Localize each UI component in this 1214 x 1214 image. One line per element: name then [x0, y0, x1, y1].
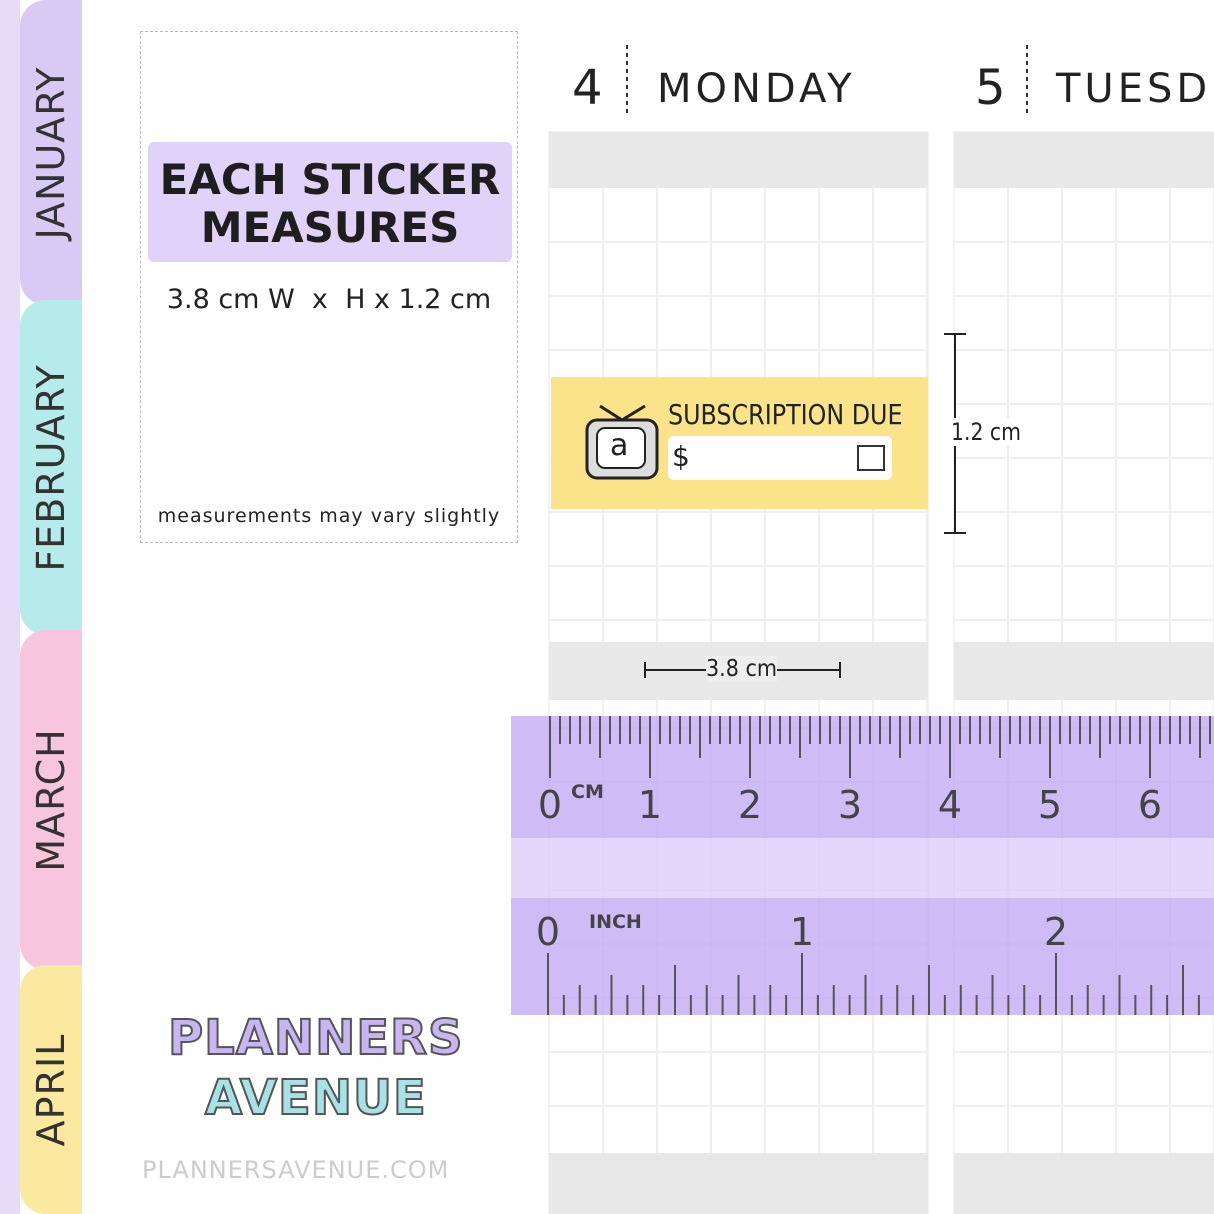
- tab[interactable]: MARCH: [20, 630, 82, 970]
- ruler-middle: [511, 838, 1214, 898]
- inch-label: 0: [536, 910, 560, 954]
- sticker-field: [668, 436, 892, 480]
- info-title: EACH STICKER MEASURES: [148, 142, 512, 262]
- grey-band: [549, 1153, 928, 1214]
- tab[interactable]: JANUARY: [20, 0, 82, 305]
- grey-band: [954, 642, 1214, 700]
- info-box: EACH STICKER MEASURES 3.8 cm W x H x 1.2 …: [140, 31, 518, 543]
- tv-screen: [596, 427, 646, 469]
- sticker-title: SUBSCRIPTION DUE: [668, 398, 903, 431]
- day-name: MONDAY: [657, 66, 856, 112]
- size-text: 3.8 cm W x H x 1.2 cm: [166, 284, 492, 315]
- height-label: 1.2 cm: [951, 418, 1022, 446]
- day-number: 4: [572, 60, 603, 116]
- tab[interactable]: APRIL: [20, 965, 82, 1214]
- width-label: 3.8 cm: [706, 656, 778, 682]
- logo-line: AVENUE: [204, 1069, 427, 1127]
- sticker-currency: $: [672, 440, 690, 473]
- cm-label: 4: [938, 783, 962, 827]
- cm-label: 1: [638, 783, 662, 827]
- cm-label: 0: [538, 783, 562, 827]
- note: measurements may vary slightly: [157, 505, 501, 527]
- checkbox: [857, 445, 885, 471]
- cm-label: 2: [738, 783, 762, 827]
- cm-unit: CM: [571, 781, 604, 803]
- cm-label: 5: [1038, 783, 1062, 827]
- logo-line: PLANNERS: [167, 1009, 464, 1067]
- grey-band: [549, 132, 928, 188]
- inch-label: 2: [1044, 910, 1068, 954]
- spine: [0, 0, 20, 1214]
- title-line: EACH STICKER: [159, 155, 501, 204]
- icon-letter: a: [610, 428, 629, 463]
- day-name: TUESD: [1056, 66, 1212, 112]
- day-number: 5: [975, 60, 1006, 116]
- title-line: MEASURES: [200, 203, 460, 252]
- inch-label: 1: [790, 910, 814, 954]
- tab[interactable]: FEBRUARY: [20, 300, 82, 635]
- inch-unit: INCH: [589, 911, 642, 933]
- grey-band: [954, 132, 1214, 188]
- grey-band: [954, 1153, 1214, 1214]
- cm-label: 3: [838, 783, 862, 827]
- cm-label: 6: [1138, 783, 1162, 827]
- footer: PLANNERSAVENUE.COM: [142, 1156, 450, 1184]
- ruler-cm: [511, 716, 1214, 838]
- tv-antenna: [599, 404, 646, 422]
